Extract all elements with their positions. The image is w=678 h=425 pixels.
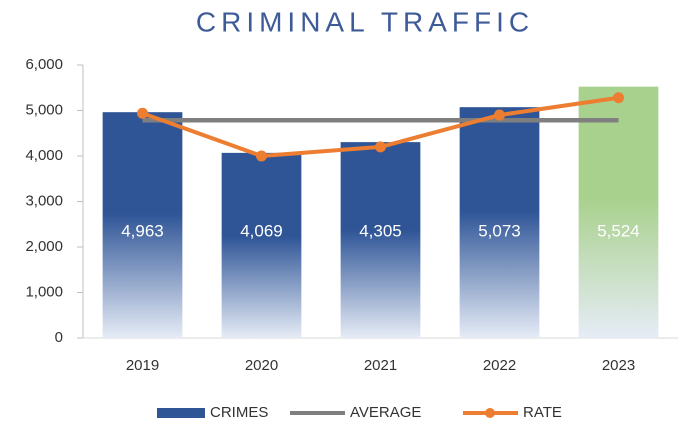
x-tick-label: 2022	[483, 357, 516, 374]
x-tick-label: 2023	[602, 357, 635, 374]
line-marker	[256, 150, 267, 162]
x-tick-label: 2019	[126, 357, 159, 374]
legend-label: RATE	[523, 404, 562, 421]
chart-title: CRIMINAL TRAFFIC	[196, 6, 534, 37]
y-tick-label: 0	[55, 329, 63, 346]
legend-label: AVERAGE	[350, 404, 421, 421]
y-tick-label: 5,000	[25, 101, 63, 118]
data-label: 4,069	[240, 221, 283, 240]
data-label: 5,073	[478, 221, 521, 240]
y-tick-label: 4,000	[25, 147, 63, 164]
bar	[340, 142, 421, 338]
x-tick-label: 2021	[364, 357, 397, 374]
bar	[102, 112, 183, 338]
y-tick-label: 6,000	[25, 56, 63, 73]
y-tick-label: 2,000	[25, 238, 63, 255]
line-marker	[613, 92, 624, 104]
line-marker	[375, 141, 386, 153]
line-marker	[137, 107, 148, 119]
y-tick-label: 1,000	[25, 283, 63, 300]
bar	[221, 152, 302, 338]
bar	[459, 107, 540, 338]
data-label: 5,524	[597, 221, 640, 240]
legend-label: CRIMES	[210, 404, 268, 421]
x-tick-label: 2020	[245, 357, 278, 374]
bar	[578, 86, 659, 339]
line-marker	[494, 109, 505, 121]
y-tick-label: 3,000	[25, 192, 63, 209]
legend-marker	[485, 408, 495, 418]
data-label: 4,963	[121, 221, 164, 240]
legend-swatch	[157, 408, 205, 418]
data-label: 4,305	[359, 221, 402, 240]
